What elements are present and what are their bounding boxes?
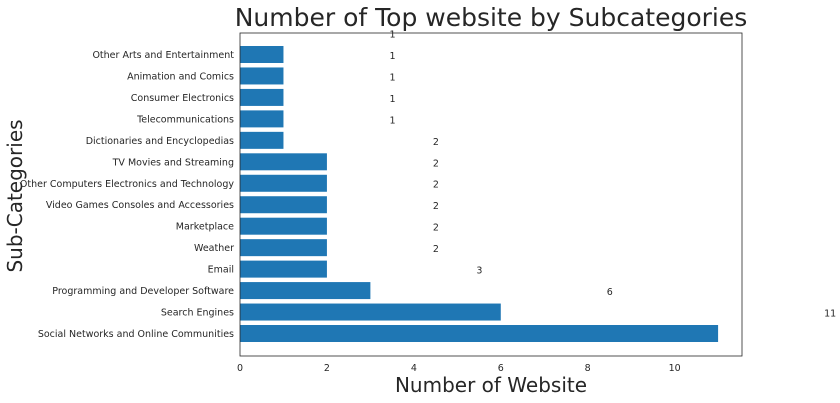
- bar-value-label: 2: [433, 137, 439, 148]
- bar: [240, 67, 284, 85]
- bar: [240, 260, 327, 278]
- x-tick-label: 4: [411, 363, 417, 374]
- y-tick-label: Animation and Comics: [127, 71, 234, 82]
- bar: [240, 131, 284, 149]
- bar-value-label: 2: [433, 223, 439, 234]
- bar: [240, 88, 284, 106]
- y-tick-label: Programming and Developer Software: [52, 286, 234, 297]
- bar: [240, 303, 501, 321]
- bar: [240, 325, 719, 342]
- y-axis-label: Sub-Categories: [3, 119, 27, 272]
- y-tick-label: Dictionaries and Encyclopedias: [86, 136, 234, 147]
- bar-value-label: 11: [824, 309, 836, 320]
- bar-value-label: 1: [389, 94, 395, 105]
- bar-value-label: 1: [389, 51, 395, 62]
- x-tick-label: 8: [585, 363, 591, 374]
- bar: [240, 46, 284, 63]
- x-tick-label: 2: [324, 363, 330, 374]
- bar: [240, 174, 327, 192]
- x-axis-label: Number of Website: [395, 373, 587, 397]
- x-tick-label: 0: [237, 363, 243, 374]
- y-tick-label: Email: [208, 265, 234, 276]
- bar: [240, 110, 284, 128]
- x-tick-label: 6: [498, 363, 504, 374]
- plot-frame: [239, 32, 743, 357]
- y-tick-label: Consumer Electronics: [131, 93, 234, 104]
- y-tick-label: Video Games Consoles and Accessories: [46, 200, 234, 211]
- bar-value-label: 3: [476, 266, 482, 277]
- bar-value-label: 2: [433, 244, 439, 255]
- y-tick-label: Telecommunications: [136, 114, 234, 125]
- y-tick-label: Other Arts and Entertainment: [92, 50, 234, 61]
- y-tick-labels: Social Networks and Online Communities Se…: [20, 50, 234, 340]
- chart-title: Number of Top website by Subcategories: [235, 3, 748, 32]
- x-tick-labels: 0 2 4 6 8 10: [237, 363, 681, 374]
- y-tick-label: Weather: [194, 243, 234, 254]
- bar: [240, 217, 327, 235]
- bar-value-label: 2: [433, 158, 439, 169]
- bar-value-label: 1: [389, 72, 395, 83]
- y-tick-label: Other Computers Electronics and Technolo…: [20, 179, 234, 190]
- bar-value-label: 6: [607, 287, 613, 298]
- bar-value-label: 1: [389, 30, 395, 41]
- bar-value-label: 2: [433, 180, 439, 191]
- bar: [240, 153, 327, 171]
- y-tick-label: Marketplace: [176, 222, 234, 233]
- y-tick-label: Search Engines: [161, 308, 234, 319]
- y-tick-label: TV Movies and Streaming: [112, 157, 234, 168]
- bar: [240, 239, 327, 257]
- bar-value-label: 2: [433, 201, 439, 212]
- bar: [240, 196, 327, 214]
- bars-group: [240, 46, 719, 342]
- bar: [240, 282, 371, 300]
- bar-value-label: 1: [389, 115, 395, 126]
- y-tick-label: Social Networks and Online Communities: [38, 329, 234, 340]
- x-tick-label: 10: [669, 363, 681, 374]
